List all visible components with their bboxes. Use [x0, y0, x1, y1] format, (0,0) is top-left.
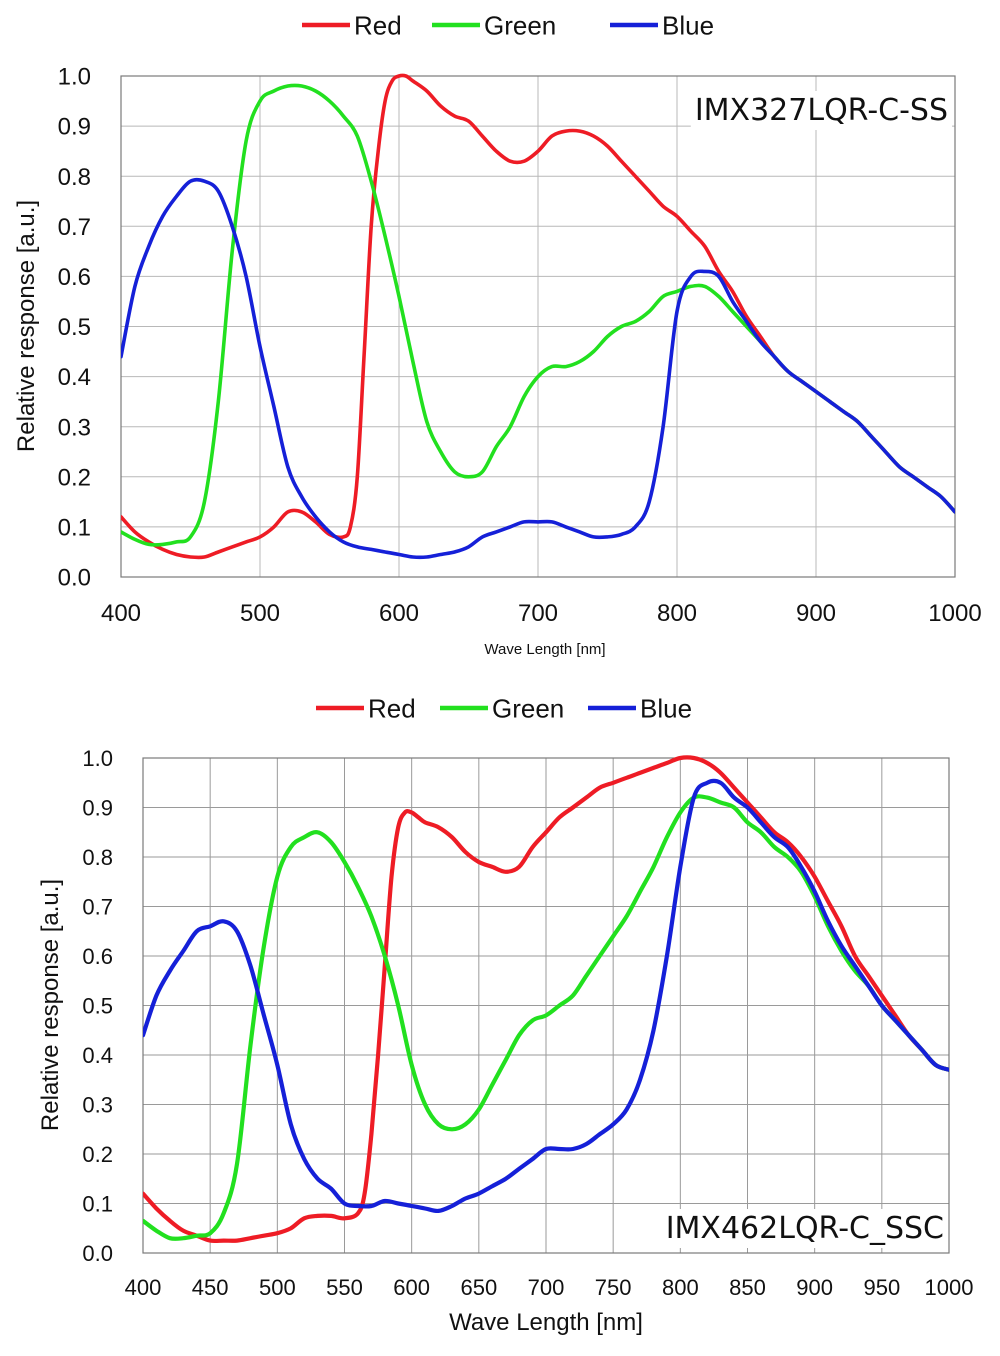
x-tick-label: 850: [729, 1275, 766, 1300]
x-tick-label: 400: [101, 600, 141, 627]
y-tick-label: 0.8: [58, 164, 91, 191]
x-axis-ticks: 400 450 500 550 600 650 700 750 800 850 900 950 1000: [125, 1275, 974, 1300]
y-tick-label: 0.9: [82, 795, 113, 820]
legend: Red Green Blue: [316, 693, 692, 723]
legend-label-blue: Blue: [662, 10, 714, 40]
legend-label-red: Red: [354, 10, 402, 40]
x-tick-label: 800: [662, 1275, 699, 1300]
y-axis-label: Relative response [a.u.]: [37, 879, 64, 1131]
x-tick-label: 800: [657, 600, 697, 627]
x-tick-label: 500: [240, 600, 280, 627]
sensor-annotation: IMX462LQR-C_SSC: [661, 1209, 948, 1248]
series-group: [121, 73, 955, 560]
series-line-blue: [121, 177, 955, 560]
sensor-annotation: IMX327LQR-C-SS: [690, 91, 952, 130]
x-tick-label: 500: [259, 1275, 296, 1300]
y-tick-label: 0.3: [82, 1092, 113, 1117]
y-tick-label: 0.3: [58, 414, 91, 441]
y-tick-label: 0.1: [58, 515, 91, 542]
y-tick-label: 0.7: [82, 894, 113, 919]
y-tick-label: 1.0: [82, 746, 113, 771]
sensor-label-background: [690, 91, 952, 130]
series-line-blue: [143, 778, 949, 1214]
y-tick-label: 0.6: [58, 264, 91, 291]
y-tick-label: 0.5: [58, 314, 91, 341]
x-tick-label: 400: [125, 1275, 162, 1300]
plot-frame: [120, 75, 956, 578]
y-tick-label: 0.4: [82, 1043, 113, 1068]
x-tick-label: 750: [595, 1275, 632, 1300]
chart-imx462: 400 450 500 550 600 650 700 750 800 850 900 950 1000…: [37, 693, 973, 1336]
legend-label-blue: Blue: [640, 693, 692, 723]
x-tick-label: 550: [326, 1275, 363, 1300]
y-axis-ticks: 0.0 0.1 0.2 0.3 0.4 0.5 0.6 0.7 0.8 0.9 1.0: [82, 746, 113, 1266]
x-tick-label: 600: [393, 1275, 430, 1300]
x-tick-label: 700: [518, 600, 558, 627]
y-tick-label: 0.4: [58, 364, 91, 391]
x-tick-label: 700: [528, 1275, 565, 1300]
x-tick-label: 650: [460, 1275, 497, 1300]
series-group: [143, 755, 949, 1244]
x-tick-label: 600: [379, 600, 419, 627]
y-axis-ticks: 0.0 0.1 0.2 0.3 0.4 0.5 0.6 0.7 0.8 0.9 1.0: [58, 64, 91, 592]
y-tick-label: 0.5: [82, 993, 113, 1018]
y-tick-label: 0.1: [82, 1191, 113, 1216]
x-tick-label: 950: [863, 1275, 900, 1300]
series-line-red: [143, 755, 949, 1244]
x-tick-label: 450: [192, 1275, 229, 1300]
sensor-model-label: IMX327LQR-C-SS: [695, 93, 948, 128]
y-tick-label: 0.9: [58, 114, 91, 141]
legend-label-red: Red: [368, 693, 416, 723]
y-tick-label: 0.0: [82, 1241, 113, 1266]
y-tick-label: 0.2: [58, 464, 91, 491]
y-axis-label: Relative response [a.u.]: [13, 200, 40, 452]
x-axis-label: Wave Length [nm]: [484, 641, 605, 658]
sensor-label-background: [661, 1209, 948, 1248]
plot-frame: [142, 757, 950, 1254]
y-tick-label: 0.7: [58, 214, 91, 241]
legend: Red Green Blue: [302, 10, 714, 40]
y-tick-label: 0.8: [82, 845, 113, 870]
x-tick-label: 1000: [925, 1275, 974, 1300]
legend-label-green: Green: [484, 10, 556, 40]
chart-imx327: 400 500 600 700 800 900 1000 0.0 0.1 0.2 0.3 0.4 0.5…: [13, 10, 982, 658]
y-tick-label: 0.6: [82, 944, 113, 969]
x-axis-ticks: 400 500 600 700 800 900 1000: [101, 600, 982, 627]
sensor-model-label: IMX462LQR-C_SSC: [666, 1211, 944, 1246]
y-tick-label: 1.0: [58, 64, 91, 91]
y-tick-label: 0.0: [58, 565, 91, 592]
x-axis-label: Wave Length [nm]: [449, 1309, 643, 1336]
x-tick-label: 900: [796, 600, 836, 627]
legend-label-green: Green: [492, 693, 564, 723]
y-tick-label: 0.2: [82, 1142, 113, 1167]
x-tick-label: 1000: [928, 600, 981, 627]
x-tick-label: 900: [796, 1275, 833, 1300]
